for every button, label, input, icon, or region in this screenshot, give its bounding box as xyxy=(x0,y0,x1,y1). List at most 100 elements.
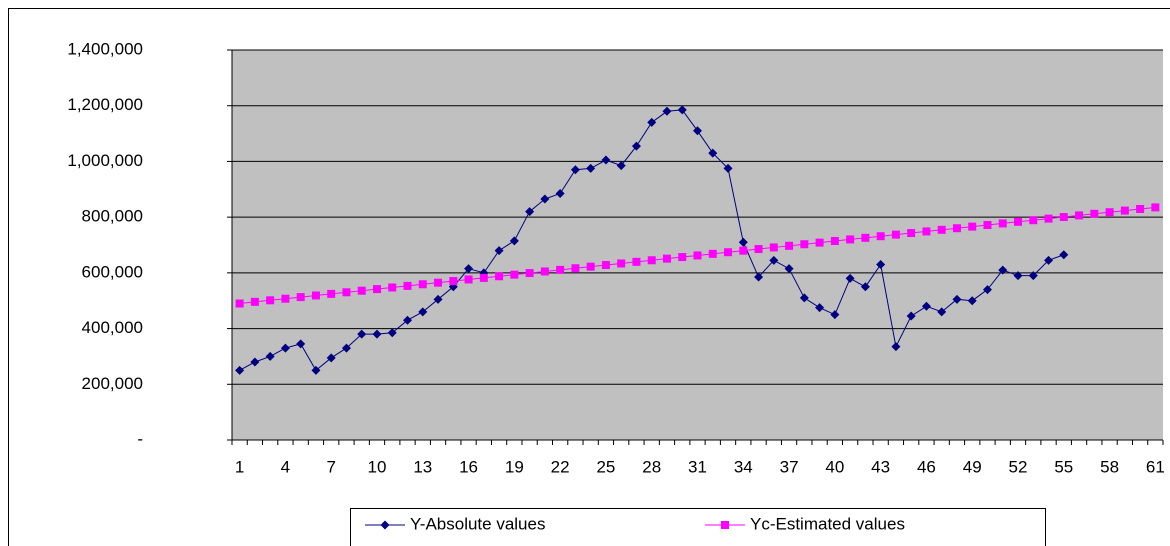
data-point xyxy=(1029,216,1038,225)
data-point xyxy=(571,264,580,273)
y-tick-label: 1,200,000 xyxy=(67,95,143,114)
data-point xyxy=(876,232,885,241)
data-point xyxy=(418,307,428,317)
data-point xyxy=(540,267,549,276)
data-point xyxy=(341,343,351,353)
data-point xyxy=(1105,208,1114,217)
data-point xyxy=(632,257,641,266)
legend-marker xyxy=(721,521,729,529)
x-tick-label: 13 xyxy=(413,457,432,476)
y-tick-label: 200,000 xyxy=(82,374,143,393)
data-point xyxy=(403,315,413,325)
data-point xyxy=(250,297,259,306)
data-point xyxy=(891,342,901,352)
data-point xyxy=(662,254,671,263)
data-point xyxy=(1013,271,1023,281)
data-point xyxy=(1014,217,1023,226)
data-point xyxy=(830,310,840,320)
data-point xyxy=(296,339,306,349)
y-tick-label: 800,000 xyxy=(82,207,143,226)
x-tick-label: 4 xyxy=(281,457,290,476)
x-tick-label: 22 xyxy=(551,457,570,476)
data-point xyxy=(830,237,839,246)
data-point xyxy=(754,272,764,282)
data-point xyxy=(586,262,595,271)
data-point xyxy=(1090,209,1099,218)
data-point xyxy=(799,293,809,303)
data-point xyxy=(739,246,748,255)
data-point xyxy=(678,253,687,262)
x-tick-label: 37 xyxy=(780,457,799,476)
data-point xyxy=(861,233,870,242)
data-point xyxy=(998,265,1008,275)
data-point xyxy=(616,161,626,171)
data-point xyxy=(1028,271,1038,281)
data-point xyxy=(418,280,427,289)
data-point xyxy=(845,273,855,283)
data-point xyxy=(952,294,962,304)
data-point xyxy=(464,275,473,284)
data-point xyxy=(1151,203,1160,212)
data-point xyxy=(357,286,366,295)
y-tick-label: 400,000 xyxy=(82,318,143,337)
plot-area xyxy=(232,50,1163,440)
data-point xyxy=(1059,250,1069,260)
data-point xyxy=(876,260,886,269)
data-point xyxy=(800,240,809,249)
x-tick-label: 46 xyxy=(917,457,936,476)
data-point xyxy=(1120,206,1129,215)
data-point xyxy=(907,229,916,238)
data-point xyxy=(784,264,794,274)
data-point xyxy=(510,270,519,279)
data-point xyxy=(601,155,611,165)
data-point xyxy=(1075,211,1084,220)
data-point xyxy=(586,163,596,173)
data-point xyxy=(327,289,336,298)
x-tick-label: 34 xyxy=(734,457,753,476)
data-point xyxy=(677,105,687,115)
data-point xyxy=(967,296,977,306)
data-point xyxy=(525,269,534,278)
data-point xyxy=(357,329,367,339)
data-point xyxy=(952,224,961,233)
x-tick-label: 10 xyxy=(368,457,387,476)
data-point xyxy=(495,272,504,281)
x-tick-label: 28 xyxy=(642,457,661,476)
data-point xyxy=(540,194,550,204)
data-point xyxy=(617,259,626,268)
y-tick-label: 1,400,000 xyxy=(67,39,143,58)
data-point xyxy=(982,285,992,295)
data-point xyxy=(891,230,900,239)
data-point xyxy=(525,207,535,217)
y-tick-label: - xyxy=(137,429,143,448)
data-point xyxy=(280,343,290,353)
data-point xyxy=(937,307,947,317)
data-point xyxy=(921,301,931,311)
data-point xyxy=(556,265,565,274)
data-point xyxy=(449,277,458,286)
data-point xyxy=(235,365,245,375)
data-point xyxy=(434,278,443,287)
data-point xyxy=(1136,204,1145,213)
data-point xyxy=(1059,213,1068,222)
x-tick-label: 58 xyxy=(1100,457,1119,476)
data-point xyxy=(494,246,504,256)
data-point xyxy=(968,222,977,231)
legend xyxy=(350,508,1046,546)
data-point xyxy=(372,329,382,339)
data-point xyxy=(1044,255,1054,265)
data-point xyxy=(296,293,305,302)
x-tick-label: 40 xyxy=(825,457,844,476)
data-point xyxy=(433,294,443,304)
data-point xyxy=(906,311,916,321)
data-point xyxy=(815,238,824,247)
data-point xyxy=(769,243,778,252)
x-tick-label: 16 xyxy=(459,457,478,476)
x-tick-label: 52 xyxy=(1009,457,1028,476)
data-point xyxy=(311,365,321,375)
data-point xyxy=(631,141,641,151)
x-tick-label: 61 xyxy=(1146,457,1165,476)
x-tick-label: 7 xyxy=(326,457,335,476)
data-point xyxy=(846,235,855,244)
